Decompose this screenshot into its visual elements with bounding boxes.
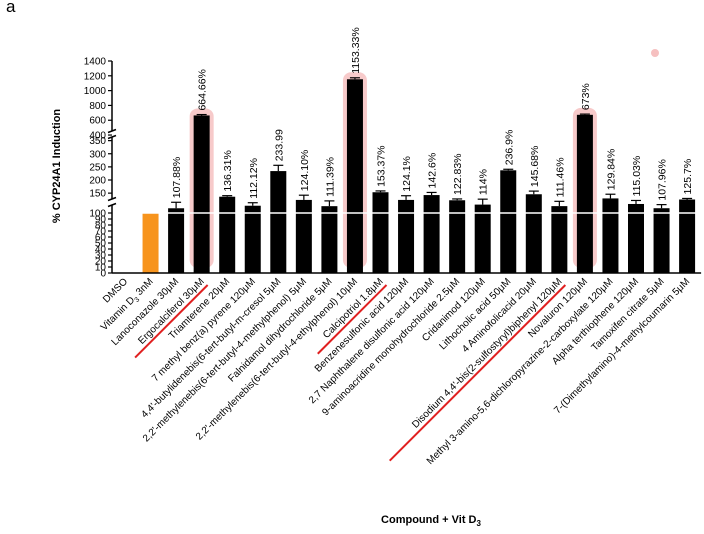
data-label: 1153.33% <box>350 27 362 74</box>
y-tick-label: 60 <box>95 233 107 244</box>
y-tick-label: 350 <box>89 136 106 147</box>
data-label: 107.88% <box>171 157 183 198</box>
data-label: 136.31% <box>222 150 234 191</box>
y-tick-label: 50 <box>95 239 107 250</box>
bar <box>244 205 261 273</box>
bar <box>219 196 236 273</box>
axis-break-mark <box>107 134 117 140</box>
data-label: 114% <box>478 169 490 195</box>
bar <box>449 200 466 273</box>
y-tick-label: 0 <box>100 269 106 280</box>
y-tick-label: 800 <box>89 101 106 112</box>
data-label: 115.03% <box>631 156 643 197</box>
bar <box>525 194 542 273</box>
bar <box>142 213 159 273</box>
bar <box>679 199 696 273</box>
bar <box>551 206 568 273</box>
bar <box>372 192 389 273</box>
y-tick-label: 30 <box>95 251 107 262</box>
label-underline <box>134 284 209 359</box>
bar <box>398 199 415 273</box>
y-tick-label: 70 <box>95 227 107 238</box>
y-tick-label: 600 <box>89 116 106 127</box>
data-label: 124.1% <box>401 156 413 192</box>
y-axis-title: % CYP24A1 Induction <box>51 109 63 224</box>
bar <box>628 203 644 273</box>
bar <box>576 114 593 273</box>
bar <box>270 171 287 273</box>
y-tick-label: 1200 <box>84 71 107 82</box>
data-label: 125.7% <box>682 159 694 195</box>
data-label: 233.99 <box>273 129 285 161</box>
data-label: 142.6% <box>427 153 439 189</box>
axis-break-mark <box>107 202 117 208</box>
bar <box>423 195 440 273</box>
y-tick-label: 250 <box>89 162 106 173</box>
bar <box>321 206 338 273</box>
bar <box>295 199 312 273</box>
data-label: 124.10% <box>299 150 311 191</box>
bar <box>653 208 670 273</box>
y-tick-label: 10 <box>95 263 107 274</box>
data-label: 673% <box>580 83 592 110</box>
axis-break-mark <box>107 196 117 202</box>
bar <box>193 115 210 273</box>
bar <box>602 198 619 273</box>
y-tick-label: 100 <box>89 209 106 220</box>
data-label: 111.39% <box>324 157 336 197</box>
data-label: 664.66% <box>197 69 209 110</box>
data-label: 145.68% <box>529 146 541 187</box>
data-label: 153.37% <box>376 145 388 186</box>
bar <box>168 208 185 273</box>
x-axis-title: Compound + Vit D3 <box>381 514 481 528</box>
data-label: 122.83% <box>452 153 464 194</box>
y-tick-label: 1000 <box>84 86 107 97</box>
label-underline <box>388 284 567 462</box>
y-tick-label: 200 <box>89 176 106 187</box>
y-tick-label: 300 <box>89 149 106 160</box>
x-axis-title-main: Compound + Vit D <box>381 514 476 526</box>
decorative-dot <box>651 49 659 57</box>
y-tick-label: 90 <box>95 215 107 226</box>
y-tick-label: 400 <box>89 131 106 142</box>
data-label: 107.96% <box>657 159 669 200</box>
data-label: 129.84% <box>605 149 617 190</box>
axis-break-mark <box>107 128 117 134</box>
y-tick-label: 20 <box>95 257 107 268</box>
data-label: 236.9% <box>503 130 515 166</box>
label-underline <box>317 284 388 355</box>
data-label: 111.46% <box>554 157 566 197</box>
x-axis-title-sub: 3 <box>476 519 481 528</box>
data-label: 112.12% <box>248 158 260 199</box>
y-tick-label: 80 <box>95 221 107 232</box>
bar <box>346 79 363 274</box>
y-tick-label: 1400 <box>84 57 107 68</box>
x-tick-label-sub: 3 <box>134 296 142 304</box>
bar <box>500 170 517 273</box>
panel-label: a <box>6 0 16 16</box>
y-tick-label: 150 <box>89 189 106 200</box>
bar <box>474 204 491 273</box>
y-tick-label: 40 <box>95 245 107 256</box>
